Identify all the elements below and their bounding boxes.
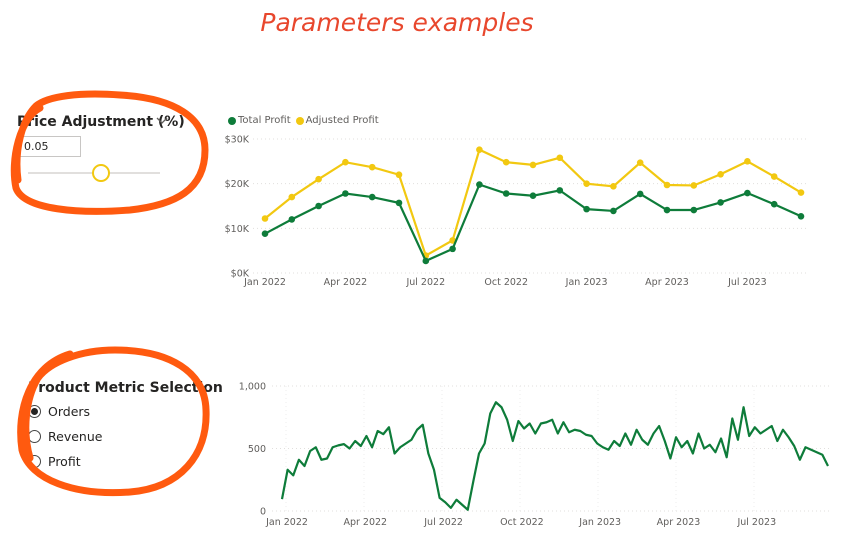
profit-chart-legend: Total Profit Adjusted Profit bbox=[228, 115, 384, 126]
y-tick-label: $0K bbox=[231, 269, 250, 280]
x-tick-label: Oct 2022 bbox=[500, 517, 544, 528]
x-tick-label: Jan 2023 bbox=[578, 517, 621, 528]
data-point bbox=[342, 158, 349, 166]
data-point bbox=[583, 205, 590, 213]
data-point bbox=[529, 161, 537, 169]
y-tick-label: $10K bbox=[225, 224, 250, 235]
data-point bbox=[636, 190, 644, 198]
data-point bbox=[502, 158, 510, 166]
data-point bbox=[476, 181, 483, 188]
data-point bbox=[690, 182, 698, 189]
data-point bbox=[342, 190, 349, 197]
data-point bbox=[529, 192, 537, 200]
x-tick-label: Jul 2022 bbox=[405, 277, 445, 288]
data-point bbox=[663, 206, 671, 214]
data-point bbox=[449, 245, 456, 253]
x-tick-label: Jul 2022 bbox=[423, 517, 463, 528]
legend-dot-icon bbox=[228, 116, 236, 125]
data-point bbox=[288, 216, 296, 223]
x-tick-label: Jul 2023 bbox=[736, 517, 776, 528]
data-point bbox=[636, 159, 644, 166]
data-point bbox=[770, 200, 778, 208]
data-point bbox=[717, 199, 724, 206]
data-point bbox=[395, 171, 403, 179]
legend-label: Total Profit bbox=[238, 115, 291, 126]
data-point bbox=[690, 206, 698, 214]
legend-item-total-profit[interactable]: Total Profit bbox=[228, 115, 291, 126]
legend-item-adjusted-profit[interactable]: Adjusted Profit bbox=[295, 115, 379, 126]
data-point bbox=[449, 237, 456, 244]
page-title: Parameters examples bbox=[260, 8, 534, 37]
data-point bbox=[476, 146, 483, 154]
data-point bbox=[583, 180, 590, 187]
legend-label: Adjusted Profit bbox=[305, 115, 379, 126]
data-point bbox=[261, 230, 269, 237]
data-point bbox=[315, 175, 322, 183]
x-tick-label: Apr 2023 bbox=[657, 517, 701, 528]
y-tick-label: 500 bbox=[248, 444, 266, 455]
y-tick-label: 0 bbox=[260, 507, 266, 518]
data-point bbox=[556, 187, 564, 194]
legend-dot-icon bbox=[295, 116, 304, 125]
x-tick-label: Jul 2023 bbox=[727, 277, 767, 288]
data-point bbox=[368, 163, 376, 171]
data-point bbox=[502, 190, 510, 197]
data-point bbox=[610, 207, 617, 215]
data-point bbox=[422, 257, 430, 265]
data-point bbox=[797, 189, 805, 196]
x-tick-label: Jan 2022 bbox=[243, 277, 286, 288]
data-point bbox=[368, 193, 376, 201]
profit-line-chart: $0K $10K $20K $30K Jan 2022 Apr 2022 Jul 2022 O… bbox=[225, 135, 808, 288]
y-tick-label: $20K bbox=[225, 179, 250, 190]
data-point bbox=[315, 202, 322, 210]
data-point bbox=[261, 215, 269, 222]
y-tick-label: 1,000 bbox=[239, 382, 266, 393]
data-point bbox=[395, 199, 403, 207]
data-point bbox=[744, 189, 751, 197]
x-tick-label: Apr 2022 bbox=[343, 517, 387, 528]
data-point bbox=[610, 183, 617, 190]
data-point bbox=[663, 181, 671, 189]
x-tick-label: Jan 2022 bbox=[265, 517, 308, 528]
data-point bbox=[744, 158, 751, 165]
x-tick-label: Jan 2023 bbox=[565, 277, 608, 288]
data-point bbox=[288, 193, 296, 201]
series-line-orders bbox=[280, 401, 829, 511]
x-tick-label: Oct 2022 bbox=[484, 277, 528, 288]
data-point bbox=[556, 154, 564, 162]
data-point bbox=[797, 212, 805, 220]
x-tick-label: Apr 2022 bbox=[324, 277, 368, 288]
y-tick-label: $30K bbox=[225, 135, 250, 146]
data-point bbox=[717, 170, 724, 178]
x-tick-label: Apr 2023 bbox=[645, 277, 689, 288]
data-point bbox=[770, 173, 778, 180]
